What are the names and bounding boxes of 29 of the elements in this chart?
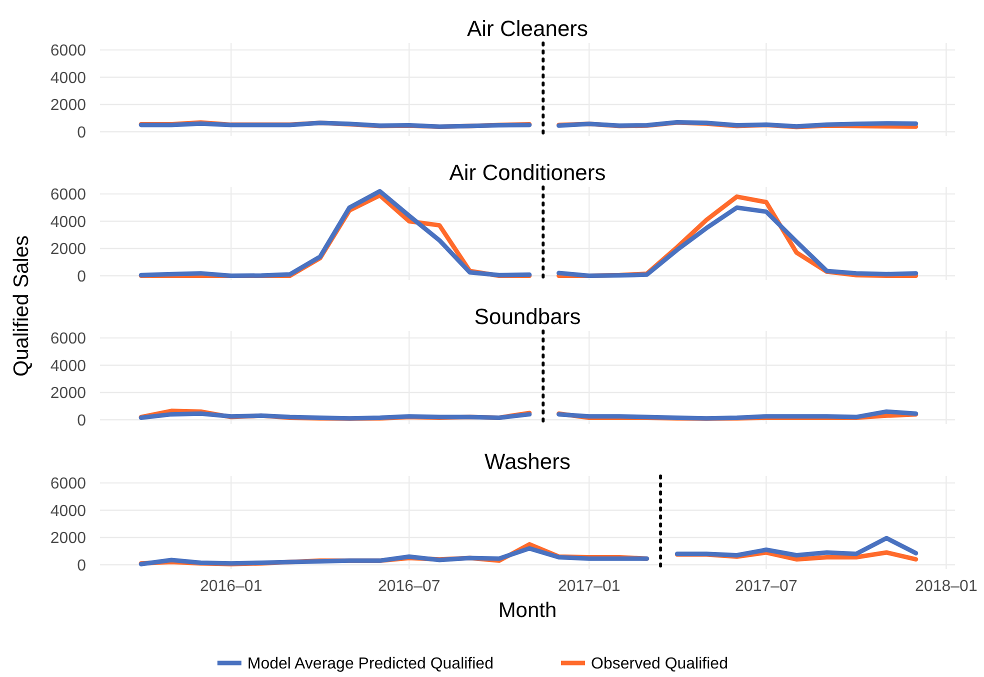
x-tick-label: 2017–01 — [558, 578, 620, 595]
y-tick-label: 6000 — [50, 476, 86, 493]
y-tick-label: 2000 — [50, 241, 86, 258]
chart-title: Washers — [484, 449, 570, 474]
y-tick-label: 6000 — [50, 330, 86, 348]
legend-label: Model Average Predicted Qualified — [247, 656, 494, 673]
y-tick-label: 4000 — [50, 358, 86, 375]
chart-title: Air Conditioners — [449, 160, 606, 185]
y-tick-label: 0 — [77, 412, 86, 430]
x-tick-label: 2018–01 — [915, 578, 978, 595]
y-tick-label: 6000 — [50, 42, 86, 60]
y-axis-title: Qualified Sales — [10, 235, 33, 377]
x-tick-label: 2017–07 — [735, 578, 798, 595]
y-tick-label: 2000 — [50, 97, 86, 114]
y-tick-label: 0 — [77, 268, 86, 286]
y-tick-label: 4000 — [50, 214, 86, 231]
y-tick-label: 6000 — [50, 186, 86, 204]
y-tick-label: 4000 — [50, 70, 86, 87]
chart-title: Soundbars — [474, 304, 581, 329]
y-tick-label: 2000 — [50, 530, 86, 548]
x-tick-label: 2016–07 — [378, 578, 440, 595]
y-tick-label: 2000 — [50, 385, 86, 402]
y-tick-label: 0 — [77, 124, 86, 142]
y-tick-label: 4000 — [50, 502, 86, 520]
x-axis-title: Month — [498, 599, 557, 622]
x-tick-label: 2016–01 — [200, 578, 262, 595]
legend-label: Observed Qualified — [591, 656, 728, 673]
chart-title: Air Cleaners — [466, 16, 588, 41]
y-tick-label: 0 — [77, 557, 86, 574]
